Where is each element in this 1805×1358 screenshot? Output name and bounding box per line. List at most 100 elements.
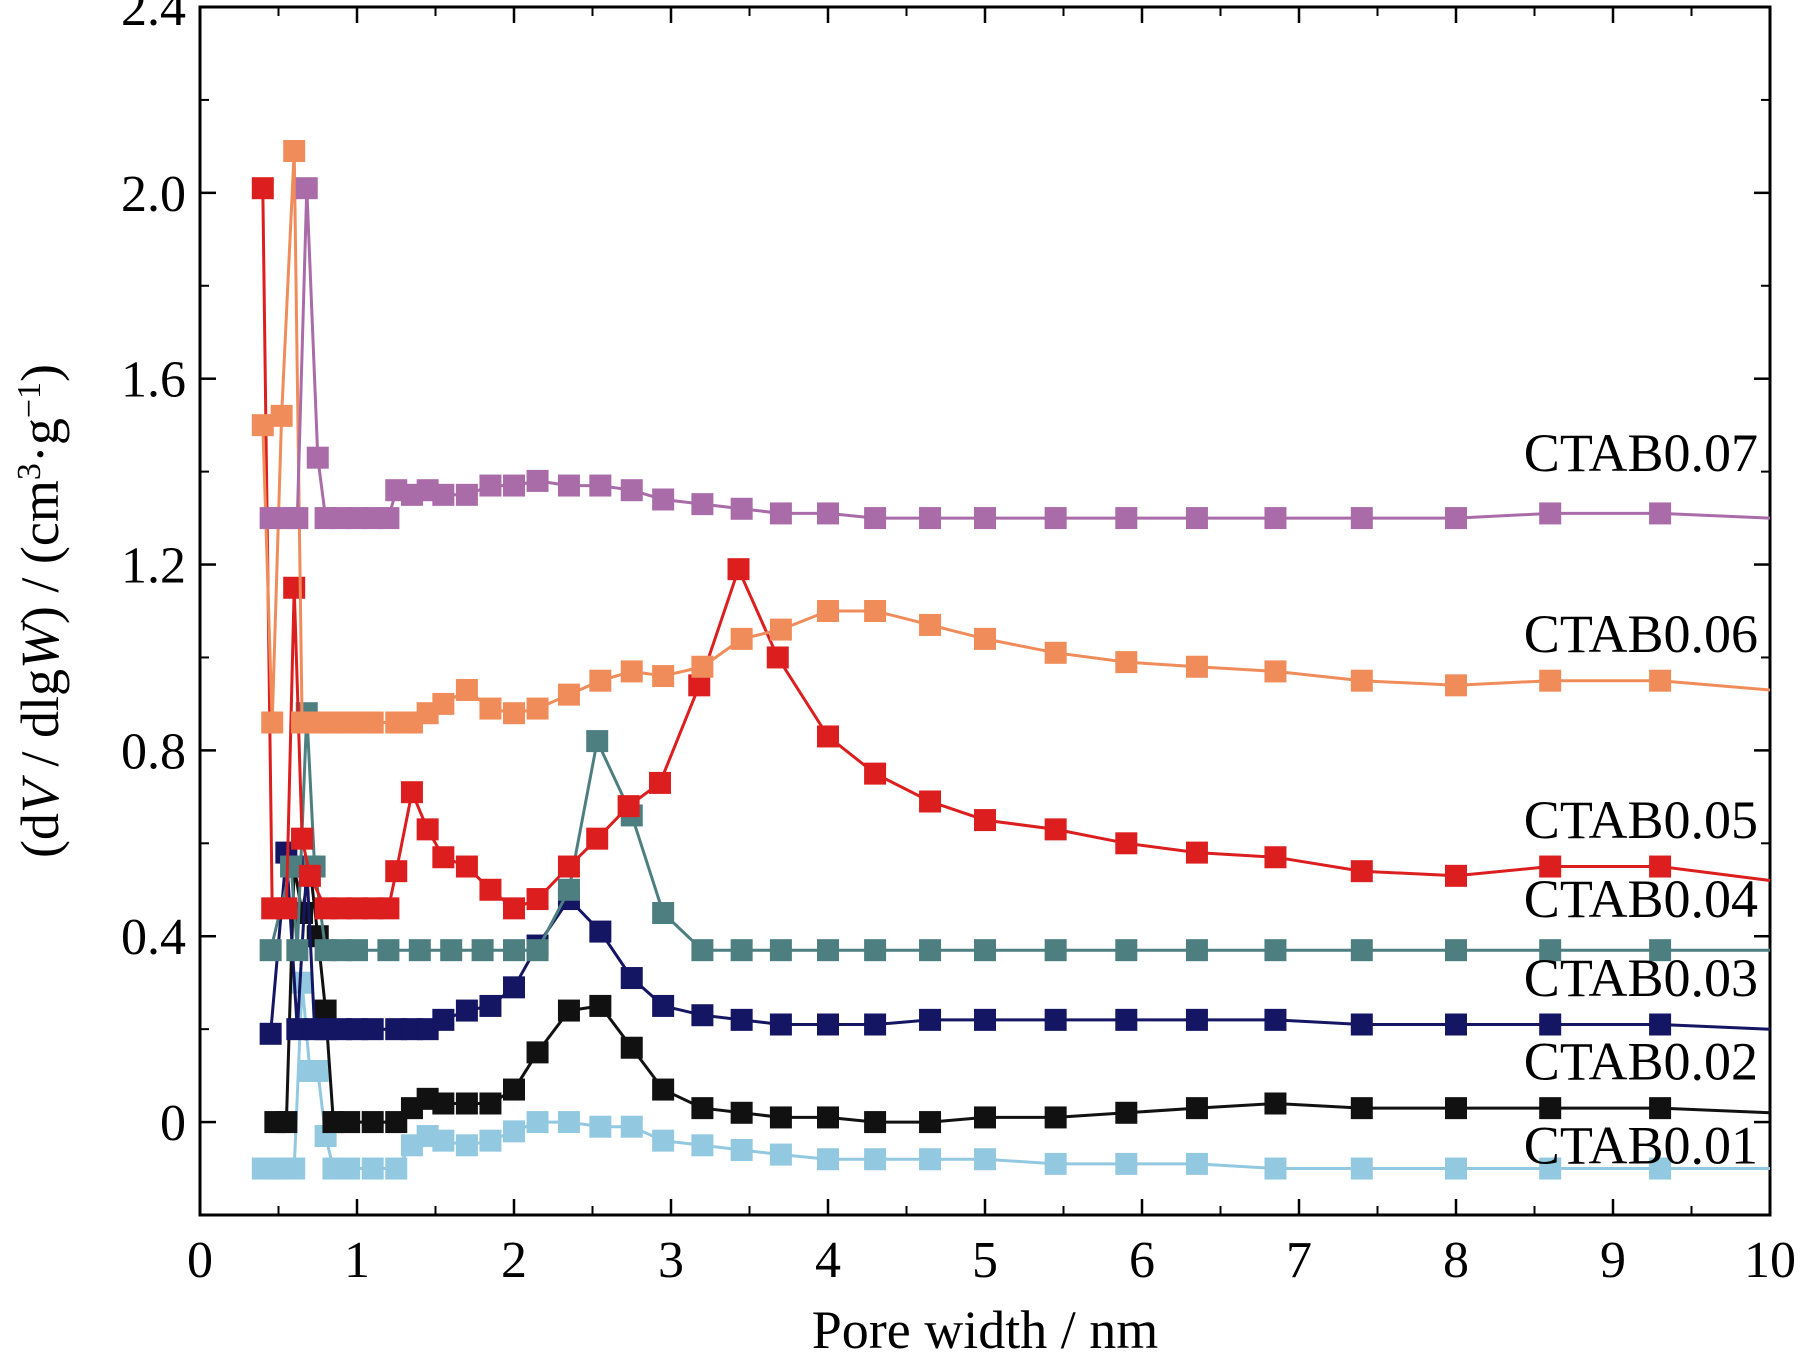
data-point bbox=[1115, 1101, 1138, 1124]
y-title-part: ·g bbox=[10, 418, 70, 463]
data-point bbox=[270, 404, 293, 427]
data-point bbox=[400, 781, 423, 804]
data-point bbox=[688, 674, 711, 697]
data-point bbox=[503, 939, 525, 962]
series-label: CTAB0.02 bbox=[1524, 1032, 1758, 1092]
data-point bbox=[1350, 507, 1373, 530]
data-point bbox=[338, 1157, 361, 1180]
data-point bbox=[691, 1004, 714, 1027]
data-point bbox=[306, 1059, 329, 1082]
data-point bbox=[1115, 507, 1138, 530]
data-point bbox=[503, 976, 525, 999]
data-point bbox=[1185, 1097, 1208, 1120]
x-tick-label: 5 bbox=[972, 1232, 998, 1289]
x-axis-title: Pore width / nm bbox=[812, 1300, 1159, 1358]
data-point bbox=[769, 939, 792, 962]
data-point bbox=[283, 140, 306, 163]
data-point bbox=[1445, 1013, 1467, 1036]
data-point bbox=[1264, 660, 1287, 683]
data-point bbox=[817, 502, 839, 525]
data-point bbox=[1185, 1152, 1208, 1175]
data-point bbox=[432, 1008, 455, 1031]
data-point bbox=[440, 939, 463, 962]
data-point bbox=[471, 939, 494, 962]
series-label: CTAB0.05 bbox=[1524, 790, 1758, 850]
data-point bbox=[432, 1129, 455, 1152]
data-point bbox=[557, 474, 580, 497]
data-point bbox=[1350, 860, 1373, 883]
data-point bbox=[1539, 939, 1562, 962]
data-point bbox=[919, 1111, 942, 1134]
x-tick-label: 10 bbox=[1744, 1232, 1796, 1289]
data-point bbox=[1115, 1008, 1138, 1031]
data-point bbox=[338, 1111, 361, 1134]
data-point bbox=[864, 600, 887, 622]
data-point bbox=[974, 627, 996, 650]
data-point bbox=[1539, 1157, 1562, 1180]
data-point bbox=[652, 665, 675, 688]
data-point bbox=[919, 1148, 942, 1171]
data-point bbox=[620, 1036, 643, 1059]
data-point bbox=[1649, 1013, 1672, 1036]
data-point bbox=[817, 600, 839, 622]
data-point bbox=[1044, 818, 1067, 841]
series-label: CTAB0.03 bbox=[1524, 948, 1758, 1008]
data-point bbox=[557, 683, 580, 706]
data-point bbox=[649, 771, 672, 794]
data-point bbox=[620, 967, 643, 990]
y-title-part: ) bbox=[10, 364, 70, 382]
data-point bbox=[251, 177, 274, 200]
data-point bbox=[1044, 1008, 1067, 1031]
y-title-part: (d bbox=[10, 813, 70, 858]
series-layer bbox=[251, 140, 1771, 1180]
data-point bbox=[864, 1111, 887, 1134]
axis-ticks: 0 1 2 3 4 5 6 7 8 9 10 0 0.4 0.8 1.2 1.6 2.0 2.4 bbox=[121, 0, 1796, 1289]
data-point bbox=[557, 999, 580, 1022]
x-tick-label: 4 bbox=[815, 1232, 841, 1289]
data-point bbox=[974, 1148, 996, 1171]
data-point bbox=[620, 1115, 643, 1138]
data-point bbox=[503, 897, 525, 920]
data-point bbox=[1539, 855, 1562, 878]
data-point bbox=[557, 878, 580, 901]
data-point bbox=[1044, 939, 1067, 962]
y-tick-label: 0 bbox=[160, 1095, 186, 1152]
data-point bbox=[1445, 1157, 1467, 1180]
data-point bbox=[691, 1097, 714, 1120]
x-tick-label: 0 bbox=[187, 1232, 213, 1289]
data-point bbox=[652, 994, 675, 1017]
data-point bbox=[1350, 1157, 1373, 1180]
data-point bbox=[817, 1106, 839, 1129]
data-point bbox=[586, 730, 609, 753]
y-title-part: −1 bbox=[11, 382, 48, 418]
data-point bbox=[1115, 651, 1138, 674]
data-point bbox=[1115, 832, 1138, 855]
data-point bbox=[652, 1078, 675, 1101]
x-tick-label: 1 bbox=[344, 1232, 370, 1289]
data-point bbox=[1649, 939, 1672, 962]
data-point bbox=[919, 507, 942, 530]
data-point bbox=[455, 999, 478, 1022]
data-point bbox=[432, 483, 455, 506]
data-point bbox=[1115, 939, 1138, 962]
data-point bbox=[275, 1111, 298, 1134]
data-point bbox=[769, 1013, 792, 1036]
series-CTAB0.05 bbox=[251, 177, 1771, 920]
data-point bbox=[385, 860, 408, 883]
data-point bbox=[479, 474, 502, 497]
data-point bbox=[817, 939, 839, 962]
data-point bbox=[864, 507, 887, 530]
data-point bbox=[730, 1101, 753, 1124]
y-title-part: ) / (cm bbox=[10, 480, 70, 624]
data-point bbox=[455, 678, 478, 701]
data-point bbox=[1649, 855, 1672, 878]
data-point bbox=[1185, 841, 1208, 864]
data-point bbox=[1539, 502, 1562, 525]
y-tick-label: 0.4 bbox=[121, 909, 186, 966]
x-tick-label: 8 bbox=[1443, 1232, 1469, 1289]
data-point bbox=[291, 827, 314, 850]
data-point bbox=[1539, 669, 1562, 692]
data-point bbox=[286, 507, 309, 530]
data-point bbox=[1350, 1013, 1373, 1036]
